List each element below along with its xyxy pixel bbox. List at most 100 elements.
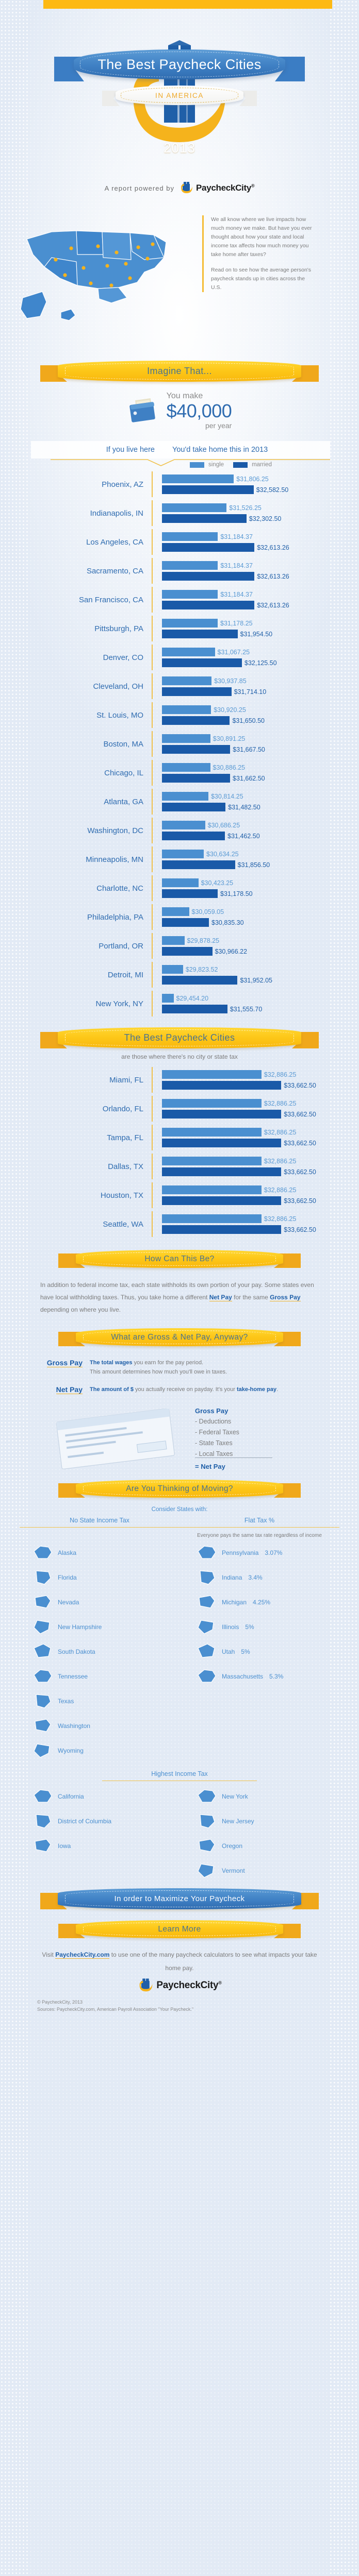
chart-city-label: Orlando, FL — [102, 1104, 143, 1113]
chart-bar-married: $32,613.26 — [162, 601, 339, 609]
chart-city-label: Indianapolis, IN — [90, 509, 143, 518]
bar-value-label: $32,613.26 — [257, 572, 289, 580]
intro-paragraph-1: We all know where we live impacts how mu… — [211, 216, 312, 258]
chart-city-label: Detroit, MI — [107, 970, 143, 979]
state-item: Texas — [20, 1689, 180, 1714]
bar-fill — [162, 474, 234, 483]
bar-value-label: $30,886.25 — [213, 764, 246, 771]
footer-logo[interactable]: PaycheckCity® — [35, 1978, 324, 1993]
bar-fill — [162, 572, 255, 581]
bar-value-label: $29,823.52 — [185, 965, 218, 973]
chart-bars: $30,686.25 $31,462.50 — [152, 818, 339, 843]
bar-fill — [162, 1128, 262, 1137]
chart-city-label: Seattle, WA — [103, 1219, 143, 1229]
intro-paragraph-2: Read on to see how the average person's … — [211, 267, 312, 291]
anyway-banner-label: What are Gross & Net Pay, Anyway? — [111, 1332, 248, 1342]
map-section: We all know where we live impacts how mu… — [0, 206, 359, 361]
chart-row: Sacramento, CA $31,184.37 $32,613.26 — [20, 556, 339, 585]
chart-city-label: Houston, TX — [100, 1191, 143, 1200]
bar-value-label: $33,662.50 — [284, 1139, 316, 1147]
net-pay-link[interactable]: Net Pay — [209, 1294, 232, 1301]
bar-value-label: $33,662.50 — [284, 1110, 316, 1118]
bar-fill — [162, 947, 213, 956]
bar-fill — [162, 1185, 262, 1194]
chart-bars: $30,814.25 $31,482.50 — [152, 789, 339, 815]
chart-bar-married: $31,856.50 — [162, 860, 339, 869]
bar-value-label: $31,555.70 — [230, 1005, 263, 1013]
state-shape-icon — [34, 1643, 51, 1658]
chart-bars: $30,886.25 $31,662.50 — [152, 760, 339, 786]
bar-value-label: $31,667.50 — [233, 745, 265, 753]
calc-item-0: - Deductions — [195, 1418, 232, 1425]
bar-value-label: $30,891.25 — [213, 735, 246, 742]
bar-fill — [162, 676, 212, 685]
calculation-list: Gross Pay - Deductions - Federal Taxes -… — [195, 1405, 239, 1472]
chart-bar-single: $30,814.25 — [162, 792, 339, 801]
chart-row: Charlotte, NC $30,423.25 $31,178.50 — [20, 874, 339, 903]
chart-city-label: San Francisco, CA — [78, 595, 143, 604]
chart-bars: $32,886.25 $33,662.50 — [152, 1154, 339, 1179]
chart-city-label: Cleveland, OH — [93, 682, 143, 691]
state-item: Alaska — [20, 1540, 180, 1565]
chart-bar-married: $31,650.50 — [162, 716, 339, 725]
state-name: Tennessee — [58, 1673, 88, 1680]
state-tax-rate: 3.07% — [265, 1549, 283, 1556]
bar-value-label: $30,920.25 — [214, 706, 246, 714]
chart-city-label: Phoenix, AZ — [102, 480, 143, 489]
state-name: Washington — [58, 1722, 90, 1730]
chart-row: Boston, MA $30,891.25 $31,667.50 — [20, 730, 339, 758]
state-item: Massachusetts 5.3% — [180, 1664, 339, 1689]
bar-fill — [162, 619, 218, 628]
chart-header-left: If you live here — [106, 446, 155, 454]
chart-bars: $30,059.05 $30,835.30 — [152, 904, 339, 930]
bar-value-label: $31,482.50 — [228, 803, 260, 811]
state-shape-icon — [35, 1595, 51, 1608]
chart-row: Houston, TX $32,886.25 $33,662.50 — [20, 1181, 339, 1210]
chart-bar-single: $32,886.25 — [162, 1070, 339, 1079]
top-accent-bar — [43, 0, 332, 9]
chart-city-label: Boston, MA — [103, 739, 143, 749]
bar-value-label: $29,454.20 — [176, 994, 209, 1002]
bar-fill — [162, 1157, 262, 1165]
state-name: Utah — [222, 1648, 235, 1655]
bar-value-label: $32,582.50 — [256, 486, 289, 494]
how-paragraph: In addition to federal income tax, each … — [40, 1279, 319, 1316]
chart-bars: $31,184.37 $32,613.26 — [152, 529, 339, 555]
learn-more-banner: Learn More — [58, 1920, 301, 1940]
bar-fill — [162, 763, 210, 772]
bar-fill — [162, 590, 218, 599]
moving-banner-label: Are You Thinking of Moving? — [126, 1484, 233, 1493]
state-shape-icon — [36, 1814, 51, 1828]
bar-fill — [162, 936, 185, 945]
bar-fill — [162, 1005, 227, 1013]
bar-fill — [162, 850, 204, 858]
chart-header: If you live here You'd take home this in… — [20, 441, 339, 470]
paycheckcity-link[interactable]: PaycheckCity.com — [55, 1951, 110, 1959]
bar-fill — [162, 889, 218, 898]
state-name: Wyoming — [58, 1747, 84, 1754]
bar-fill — [162, 734, 210, 743]
banner-band: Learn More — [76, 1920, 283, 1938]
chart-city-label: Dallas, TX — [108, 1162, 143, 1171]
ribbon-band: The Best Paycheck Cities — [74, 49, 285, 79]
chart-bar-single: $31,184.37 — [162, 561, 339, 570]
paycheckcity-logo[interactable]: PaycheckCity® — [179, 181, 255, 195]
chart-bar-single: $32,886.25 — [162, 1128, 339, 1137]
chart-row: New York, NY $29,454.20 $31,555.70 — [20, 989, 339, 1018]
subribbon-band: IN AMERICA — [116, 86, 243, 105]
state-name: District of Columbia — [58, 1818, 112, 1825]
gross-pay-link[interactable]: Gross Pay — [270, 1294, 301, 1301]
infographic-content: The Best Paycheck Cities IN AMERICA 2013… — [0, 40, 359, 2012]
bar-fill — [162, 965, 183, 974]
gross-pay-label: Gross Pay — [46, 1359, 83, 1367]
bar-fill — [162, 687, 232, 696]
state-item: Florida — [20, 1565, 180, 1590]
state-tax-rate: 4.25% — [253, 1599, 271, 1606]
state-item: Tennessee — [20, 1664, 180, 1689]
bar-value-label: $31,650.50 — [232, 717, 265, 724]
footer: Visit PaycheckCity.com to use one of the… — [35, 1948, 324, 1993]
flat-tax-column-header: Flat Tax % — [180, 1517, 339, 1528]
bar-fill — [162, 514, 247, 523]
state-name: New Hampshire — [58, 1623, 102, 1631]
